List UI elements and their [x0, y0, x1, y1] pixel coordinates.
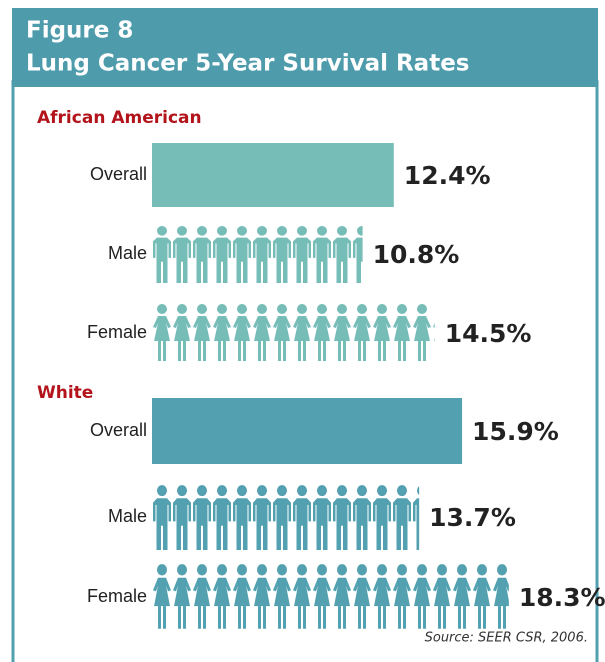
value-label: 13.7%	[429, 503, 516, 532]
value-label: 18.3%	[519, 583, 605, 612]
value-label: 12.4%	[404, 161, 491, 190]
value-label: 10.8%	[373, 240, 460, 269]
icon-bar	[152, 303, 435, 363]
icon-bar	[152, 225, 363, 283]
category-label: Male	[108, 243, 147, 263]
group-label: African American	[37, 108, 202, 128]
header	[12, 8, 598, 87]
bar	[152, 398, 463, 464]
category-label: Overall	[90, 164, 147, 184]
chart-title: Figure 8	[26, 18, 133, 44]
bar	[152, 143, 394, 207]
category-label: Female	[87, 586, 147, 606]
group-label: White	[37, 383, 93, 403]
category-label: Overall	[90, 420, 147, 440]
icon-bar	[152, 563, 509, 631]
category-label: Male	[108, 506, 147, 526]
category-label: Female	[87, 322, 147, 342]
icon-bar	[152, 484, 420, 550]
value-label: 15.9%	[472, 417, 559, 446]
value-label: 14.5%	[445, 319, 532, 348]
source-note: Source: SEER CSR, 2006.	[425, 631, 588, 646]
chart-subtitle: Lung Cancer 5-Year Survival Rates	[26, 51, 470, 77]
